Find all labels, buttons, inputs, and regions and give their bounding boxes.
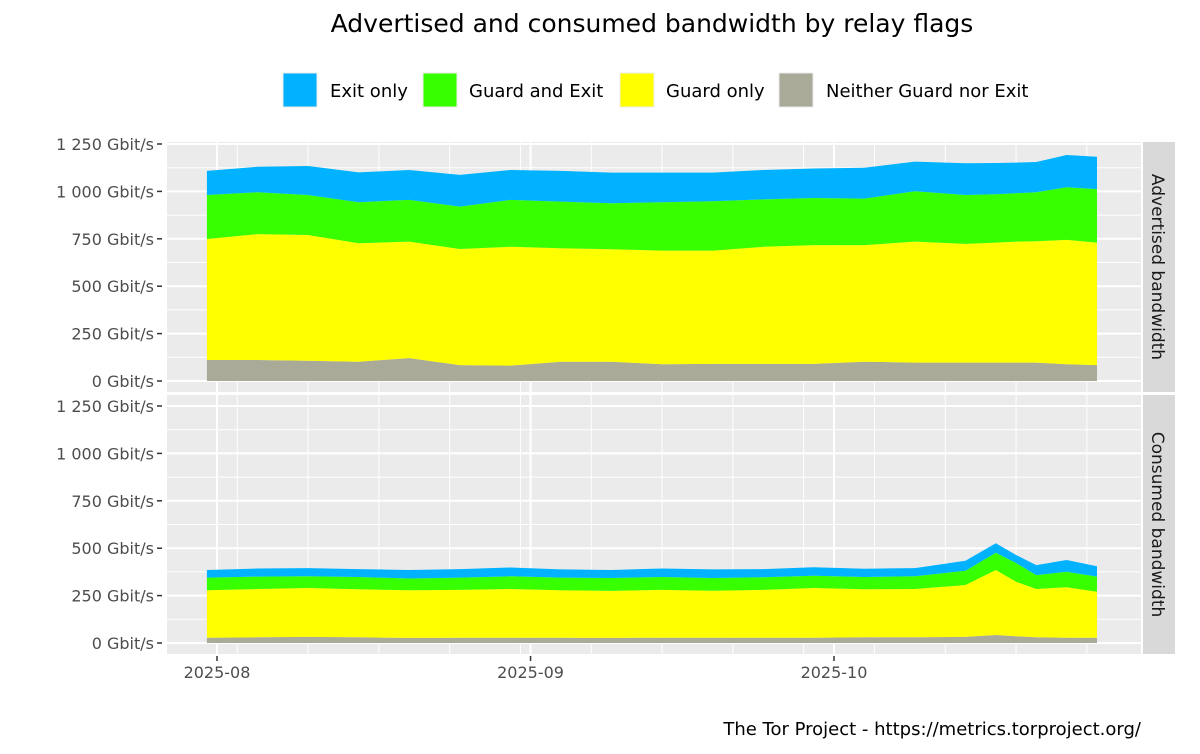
area-guard-and-exit (206, 187, 1097, 251)
legend-label-neither-guard-nor-exit: Neither Guard nor Exit (826, 81, 1028, 102)
legend-label-guard-and-exit: Guard and Exit (469, 81, 603, 102)
legend-key-guard-and-exit (422, 72, 458, 108)
strip-background (1143, 395, 1175, 654)
legend-label-exit-only: Exit only (330, 81, 408, 102)
panels: 0 Gbit/s 250 Gbit/s 500 Gbit/s 750 Gbit/s 1 … (56, 135, 1175, 654)
x-tick-label: 2025-09 (497, 663, 564, 682)
y-tick-label: 1 000 Gbit/s (56, 444, 154, 463)
chart-caption: The Tor Project - https://metrics.torpro… (722, 719, 1142, 740)
x-axis: 2025-08 2025-09 2025-10 (184, 656, 868, 682)
y-tick-label: 0 Gbit/s (92, 372, 154, 391)
y-tick-label: 250 Gbit/s (71, 587, 154, 606)
y-tick-label: 750 Gbit/s (71, 492, 154, 511)
y-tick-label: 1 250 Gbit/s (56, 397, 154, 416)
area-guard-and-exit (206, 552, 1097, 592)
area-neither-guard-nor-exit (206, 358, 1097, 381)
y-tick-label: 1 000 Gbit/s (56, 182, 154, 201)
x-tick-label: 2025-08 (184, 663, 251, 682)
panel-consumed-bandwidth: 0 Gbit/s 250 Gbit/s 500 Gbit/s 750 Gbit/s 1 … (56, 395, 1175, 654)
panel-advertised-bandwidth: 0 Gbit/s 250 Gbit/s 500 Gbit/s 750 Gbit/s 1 … (56, 135, 1175, 392)
legend-key-neither-guard-nor-exit (778, 72, 814, 108)
area-exit-only (206, 155, 1097, 207)
area-guard-only (206, 570, 1097, 638)
x-tick-label: 2025-10 (801, 663, 868, 682)
y-tick-label: 500 Gbit/s (71, 277, 154, 296)
y-tick-label: 1 250 Gbit/s (56, 135, 154, 154)
area-exit-only (206, 543, 1097, 579)
strip-background (1143, 142, 1175, 392)
legend-key-exit-only (282, 72, 318, 108)
area-neither-guard-nor-exit (206, 635, 1097, 643)
legend-key-guard-only (619, 72, 655, 108)
legend-label-guard-only: Guard only (666, 81, 765, 102)
strip-label: Consumed bandwidth (1147, 432, 1167, 618)
chart-title: Advertised and consumed bandwidth by rel… (331, 9, 974, 38)
y-tick-label: 750 Gbit/s (71, 230, 154, 249)
area-guard-only (206, 234, 1097, 366)
y-tick-label: 0 Gbit/s (92, 634, 154, 653)
y-tick-label: 250 Gbit/s (71, 325, 154, 344)
legend: Exit only Guard and Exit Guard only Neither… (282, 72, 1028, 108)
strip-label: Advertised bandwidth (1147, 174, 1167, 360)
y-tick-label: 500 Gbit/s (71, 539, 154, 558)
